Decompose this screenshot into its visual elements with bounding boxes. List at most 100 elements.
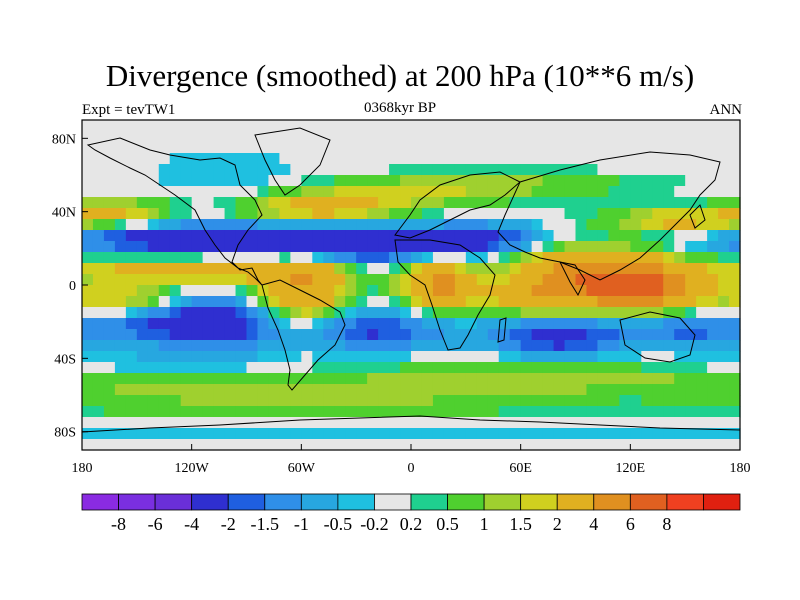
heat-cell bbox=[312, 417, 324, 429]
heat-cell bbox=[323, 307, 335, 319]
heat-cell bbox=[323, 439, 335, 451]
heat-cell bbox=[674, 296, 686, 308]
heat-cell bbox=[224, 395, 237, 407]
heat-cell bbox=[509, 252, 522, 264]
heat-cell bbox=[103, 362, 116, 374]
heat-cell bbox=[630, 296, 642, 308]
heat-cell bbox=[619, 131, 631, 143]
heat-cell bbox=[246, 384, 259, 396]
heat-cell bbox=[498, 153, 511, 165]
heat-cell bbox=[641, 439, 653, 451]
heat-cell bbox=[268, 296, 280, 308]
heat-cell bbox=[301, 329, 313, 341]
heat-cell bbox=[520, 219, 533, 231]
heat-cell bbox=[268, 263, 280, 275]
heat-cell bbox=[608, 131, 620, 143]
heat-cell bbox=[202, 186, 215, 198]
heat-cell bbox=[378, 329, 390, 341]
heat-cell bbox=[147, 120, 160, 132]
heat-cell bbox=[542, 241, 555, 253]
heat-cell bbox=[531, 351, 544, 363]
heat-cell bbox=[125, 351, 138, 363]
heat-cell bbox=[213, 274, 226, 286]
heat-cell bbox=[367, 230, 379, 242]
heat-cell bbox=[180, 329, 193, 341]
heat-cell bbox=[246, 274, 259, 286]
heat-cell bbox=[498, 439, 511, 451]
heat-cell bbox=[718, 285, 730, 297]
heat-cell bbox=[103, 307, 116, 319]
heat-cell bbox=[498, 351, 511, 363]
heat-cell bbox=[224, 153, 237, 165]
heat-cell bbox=[202, 197, 215, 209]
x-tick-label: 60E bbox=[509, 461, 532, 476]
heat-cell bbox=[586, 274, 599, 286]
heat-cell bbox=[586, 241, 599, 253]
heat-cell bbox=[213, 252, 226, 264]
heat-cell bbox=[378, 153, 390, 165]
heat-cell bbox=[268, 230, 280, 242]
heat-cell bbox=[246, 351, 259, 363]
heat-cell bbox=[268, 252, 280, 264]
heat-cell bbox=[312, 153, 324, 165]
heat-cell bbox=[718, 351, 730, 363]
heat-cell bbox=[729, 263, 741, 275]
heat-cell bbox=[696, 219, 708, 231]
heat-cell bbox=[191, 153, 204, 165]
heat-cell bbox=[729, 186, 741, 198]
heat-cell bbox=[652, 120, 664, 132]
heat-cell bbox=[597, 175, 609, 187]
heat-cell bbox=[564, 197, 577, 209]
heat-cell bbox=[323, 395, 335, 407]
heat-cell bbox=[421, 307, 434, 319]
heat-cell bbox=[257, 373, 270, 385]
heat-cell bbox=[323, 153, 335, 165]
heat-cell bbox=[213, 219, 226, 231]
heat-cell bbox=[125, 208, 138, 220]
heat-cell bbox=[367, 373, 379, 385]
heat-cell bbox=[674, 120, 686, 132]
heat-cell bbox=[180, 230, 193, 242]
heat-cell bbox=[345, 153, 357, 165]
heat-cell bbox=[443, 439, 456, 451]
heat-cell bbox=[685, 197, 697, 209]
heat-cell bbox=[169, 164, 182, 176]
heat-cell bbox=[597, 142, 609, 154]
heat-cell bbox=[476, 120, 489, 132]
colorbar: -8 -6 -4 -2 -1.5 -1 -0.5 -0.2 0.2 0.5 1 1.5 2 4 6 8 bbox=[81, 493, 741, 534]
heat-cell bbox=[312, 384, 324, 396]
heat-cell bbox=[487, 131, 500, 143]
heat-cell bbox=[608, 285, 620, 297]
heat-cell bbox=[696, 318, 708, 330]
heat-cell bbox=[158, 351, 171, 363]
heat-cell bbox=[685, 131, 697, 143]
heat-cell bbox=[465, 318, 478, 330]
heat-cell bbox=[707, 230, 719, 242]
heat-cell bbox=[202, 384, 215, 396]
heat-cell bbox=[235, 296, 248, 308]
heat-cell bbox=[378, 318, 390, 330]
heat-cell bbox=[674, 318, 686, 330]
heat-cell bbox=[191, 131, 204, 143]
heat-cell bbox=[312, 252, 324, 264]
heat-cell bbox=[345, 252, 357, 264]
heat-cell bbox=[82, 307, 94, 319]
heat-cell bbox=[158, 395, 171, 407]
colorbar-swatch bbox=[410, 493, 448, 511]
heat-cell bbox=[652, 395, 664, 407]
heat-cell bbox=[367, 131, 379, 143]
heat-cell bbox=[652, 340, 664, 352]
heat-cell bbox=[213, 186, 226, 198]
heat-cell bbox=[180, 307, 193, 319]
heat-cell bbox=[564, 351, 577, 363]
heat-cell bbox=[180, 417, 193, 429]
heat-cell bbox=[235, 351, 248, 363]
heat-cell bbox=[191, 197, 204, 209]
heat-cell bbox=[180, 395, 193, 407]
heat-cell bbox=[257, 318, 270, 330]
heat-cell bbox=[180, 296, 193, 308]
heat-cell bbox=[257, 428, 270, 440]
heat-cell bbox=[619, 164, 631, 176]
heat-cell bbox=[465, 252, 478, 264]
heat-cell bbox=[454, 219, 467, 231]
